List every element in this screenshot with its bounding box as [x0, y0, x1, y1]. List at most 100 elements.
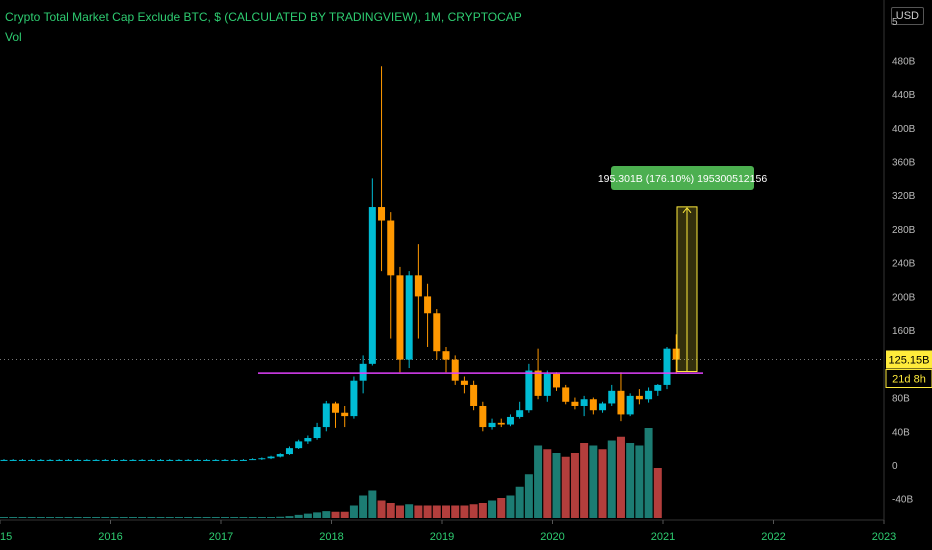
volume-bar: [110, 517, 119, 518]
candle-body: [350, 380, 358, 417]
candle-body: [83, 459, 91, 461]
volume-bar: [395, 505, 404, 518]
candle-body: [267, 456, 275, 459]
volume-bar: [644, 428, 653, 518]
y-tick-label: 0: [892, 461, 898, 472]
candle-body: [101, 459, 109, 461]
candle: [470, 380, 478, 411]
candle: [157, 459, 165, 461]
candle-body: [414, 275, 422, 297]
candle: [0, 459, 8, 461]
candle: [249, 458, 257, 461]
candle: [635, 389, 643, 405]
candle: [424, 283, 432, 347]
candle-body: [322, 403, 330, 428]
volume-bar: [276, 516, 285, 518]
volume-bar: [257, 517, 266, 518]
candle: [617, 372, 625, 422]
candle-body: [203, 459, 211, 461]
candle-body: [580, 399, 588, 406]
candle: [350, 376, 358, 419]
x-tick-label: 2018: [319, 531, 343, 543]
candle: [55, 459, 63, 461]
candle-body: [424, 296, 432, 314]
candle: [368, 178, 376, 366]
volume-bar: [174, 517, 183, 518]
candle: [460, 376, 468, 394]
volume-bar: [294, 514, 303, 518]
volume-bar: [156, 517, 165, 518]
volume-bar: [653, 468, 662, 518]
y-tick-label: 320B: [892, 191, 916, 202]
candle: [497, 418, 505, 428]
volume-bar: [432, 505, 441, 518]
volume-bar: [469, 504, 478, 518]
candle: [147, 459, 155, 461]
volume-bar: [0, 517, 8, 518]
candle-body: [258, 458, 266, 460]
volume-bar: [460, 505, 469, 518]
y-tick-label: 280B: [892, 225, 916, 236]
candle-body: [249, 459, 257, 461]
volume-bar: [55, 517, 64, 518]
candle: [267, 455, 275, 460]
candle-body: [562, 387, 570, 402]
price-badge: 125.15B: [889, 354, 930, 366]
volume-bar: [46, 517, 55, 518]
volume-bar: [488, 500, 497, 518]
volume-bar: [202, 517, 211, 518]
volume-bar: [451, 505, 460, 518]
currency-badge[interactable]: USD: [890, 7, 924, 25]
candle: [184, 459, 192, 461]
volume-bar: [221, 517, 229, 518]
candle-body: [55, 459, 63, 461]
candle-body: [184, 459, 192, 461]
volume-bar: [138, 517, 147, 518]
candle-body: [64, 459, 72, 461]
candle: [313, 422, 321, 440]
candle: [341, 405, 349, 428]
candle: [672, 334, 680, 374]
candle-body: [138, 459, 146, 461]
volume-bar: [515, 486, 524, 518]
candle-body: [0, 459, 8, 461]
candle: [396, 266, 404, 373]
candle-body: [553, 373, 560, 388]
candle-body: [442, 351, 450, 360]
volume-bar: [478, 503, 487, 518]
x-tick-label: 2023: [872, 531, 896, 543]
candle: [64, 459, 72, 461]
volume-bar: [598, 449, 607, 518]
candle: [166, 459, 174, 461]
candle-body: [111, 459, 118, 461]
y-tick-label: 240B: [892, 259, 916, 270]
volume-bar: [580, 443, 589, 518]
candle: [488, 418, 496, 430]
volume-bar: [239, 517, 248, 518]
measure-arrowhead: [682, 207, 692, 214]
candle-body: [313, 427, 321, 439]
candle: [239, 459, 247, 461]
candle-body: [571, 401, 579, 406]
candle-body: [9, 459, 17, 461]
candle: [387, 212, 395, 339]
candle-body: [405, 275, 413, 360]
price-badge-bg: [886, 350, 932, 369]
y-tick-label: 200B: [892, 292, 916, 303]
candle-body: [221, 459, 229, 461]
candle: [304, 435, 312, 444]
volume-bar: [368, 490, 377, 518]
volume-bar: [248, 517, 257, 518]
candle-body: [37, 459, 45, 461]
candle: [479, 401, 487, 432]
candle: [37, 459, 45, 461]
candle-body: [368, 207, 376, 364]
candle-body: [295, 441, 303, 449]
candle-body: [230, 459, 238, 461]
volume-bar: [543, 449, 552, 518]
candle: [525, 363, 533, 413]
volume-bar: [9, 517, 18, 518]
candle: [553, 372, 560, 391]
volume-bar: [119, 517, 128, 518]
